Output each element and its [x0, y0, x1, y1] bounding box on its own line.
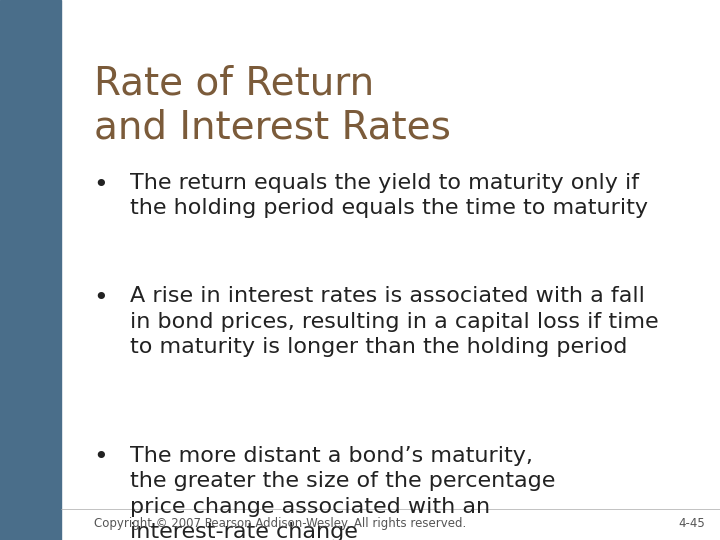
Text: The return equals the yield to maturity only if
the holding period equals the ti: The return equals the yield to maturity … [130, 173, 647, 218]
Bar [0, 0, 61, 540]
Text: A rise in interest rates is associated with a fall
in bond prices, resulting in : A rise in interest rates is associated w… [130, 286, 658, 357]
Text: The more distant a bond’s maturity,
the greater the size of the percentage
price: The more distant a bond’s maturity, the … [130, 446, 555, 540]
Text: Copyright © 2007 Pearson Addison-Wesley. All rights reserved.: Copyright © 2007 Pearson Addison-Wesley.… [94, 517, 466, 530]
Text: •: • [94, 286, 108, 310]
Text: •: • [94, 446, 108, 469]
Text: 4-45: 4-45 [679, 517, 706, 530]
Text: Rate of Return
and Interest Rates: Rate of Return and Interest Rates [94, 65, 451, 147]
Text: •: • [94, 173, 108, 197]
